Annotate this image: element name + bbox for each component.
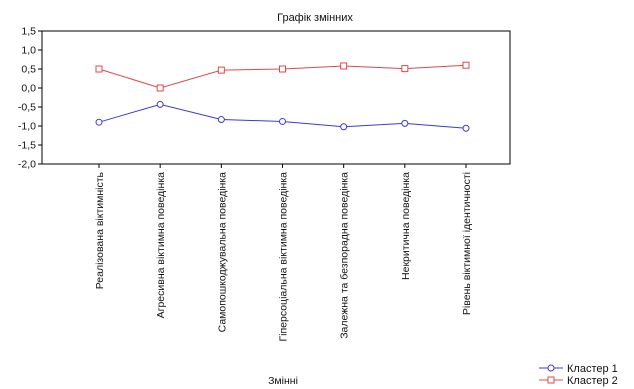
data-point <box>217 66 225 74</box>
y-tick-label: -0,5 <box>18 102 36 114</box>
data-point <box>462 61 470 69</box>
category-label: Гіперсоціальна віктимна поведінка <box>278 172 290 342</box>
data-point <box>156 100 164 108</box>
y-axis: 1,5 1,0 0,5 0,0 -0,5 -1,0 -1,5 -2,0 <box>18 26 42 171</box>
category-label: Агресивна віктимна поведінка <box>155 172 167 319</box>
category-label: Рівень віктимної ідентичності <box>461 172 473 315</box>
category-label: Реалізована віктимність <box>94 171 106 289</box>
data-point <box>95 118 103 126</box>
legend-label: Кластер 2 <box>567 375 618 387</box>
data-point <box>156 84 164 92</box>
y-tick-label: 1,5 <box>21 26 36 38</box>
legend-marker <box>547 376 555 384</box>
data-point <box>462 124 470 132</box>
x-axis-label: Змінні <box>268 375 298 387</box>
data-point <box>340 62 348 70</box>
y-tick-label: 0,0 <box>21 83 36 95</box>
y-tick-label: -1,0 <box>18 121 36 133</box>
plot-area <box>41 30 511 165</box>
y-tick-label: -1,5 <box>18 140 36 152</box>
y-tick-label: 0,5 <box>21 64 36 76</box>
y-tick-label: -2,0 <box>18 159 36 171</box>
category-labels: Реалізована віктимність Агресивна віктимн… <box>94 171 473 341</box>
data-point <box>217 116 225 124</box>
data-point <box>279 65 286 73</box>
category-label: Некритична поведінка <box>400 172 412 280</box>
y-tick-label: 1,0 <box>21 45 36 57</box>
data-point <box>401 65 409 73</box>
category-label: Залежна та безпорадна поведінка <box>339 172 351 339</box>
data-point <box>340 123 348 131</box>
legend-label: Кластер 1 <box>567 363 618 375</box>
chart-title: Графік змінних <box>277 12 353 24</box>
category-label: Самопошкоджувальна поведінка <box>216 172 228 333</box>
legend-marker <box>547 364 555 372</box>
data-point <box>95 65 103 73</box>
data-point <box>401 119 409 127</box>
series-layer <box>95 61 470 132</box>
x-axis <box>98 164 467 168</box>
data-point <box>279 117 286 125</box>
